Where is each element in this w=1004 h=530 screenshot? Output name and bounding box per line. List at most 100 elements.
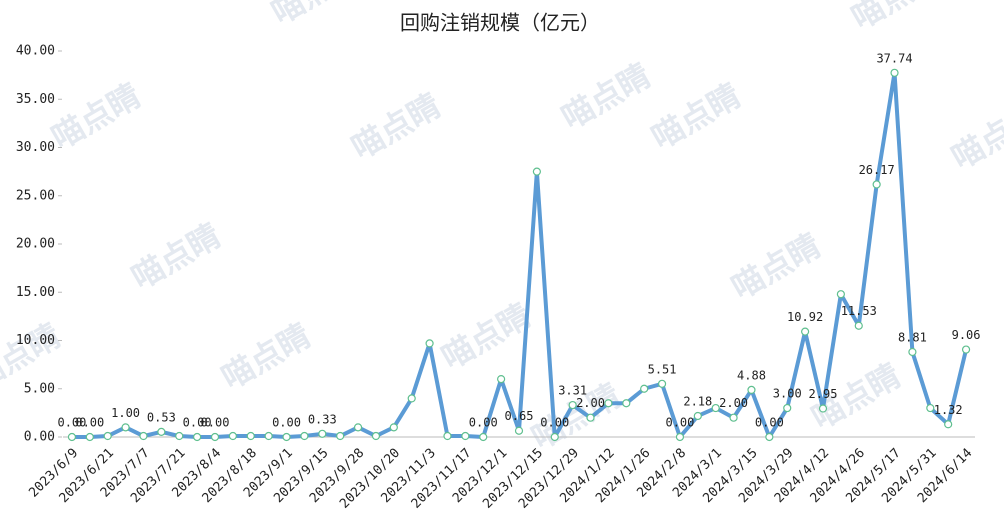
value-label: 0.00 <box>540 416 569 430</box>
watermark: 喵点睛 <box>215 316 317 397</box>
marker <box>282 432 291 442</box>
marker <box>944 420 953 429</box>
value-label: 8.81 <box>898 330 927 344</box>
value-label: 0.00 <box>665 416 694 430</box>
marker <box>890 68 899 77</box>
value-label: 0.00 <box>75 416 104 430</box>
value-label: 3.00 <box>773 387 802 401</box>
marker <box>175 431 184 441</box>
marker <box>747 385 756 395</box>
value-label: 37.74 <box>876 51 912 65</box>
y-tick-label: 35.00 <box>16 92 55 107</box>
marker <box>836 290 845 299</box>
y-tick-label: 0.00 <box>24 430 55 445</box>
value-label: 4.88 <box>737 368 766 382</box>
value-label: 1.32 <box>934 403 963 417</box>
y-tick-label: 10.00 <box>16 333 55 348</box>
value-label: 2.00 <box>576 396 605 410</box>
marker <box>443 431 452 441</box>
marker <box>783 403 792 413</box>
marker <box>461 431 470 441</box>
marker <box>425 339 434 348</box>
marker <box>246 431 255 441</box>
marker <box>318 429 327 438</box>
marker <box>675 432 685 442</box>
value-label: 9.06 <box>952 328 981 342</box>
value-label: 2.18 <box>683 394 712 408</box>
marker <box>121 423 130 432</box>
marker <box>801 327 810 336</box>
value-label: 2.95 <box>809 387 838 401</box>
y-tick-label: 40.00 <box>16 44 55 59</box>
y-tick-label: 30.00 <box>16 140 55 155</box>
value-label: 0.00 <box>469 416 498 430</box>
value-label: 11.53 <box>841 304 877 318</box>
marker <box>568 400 577 410</box>
marker <box>210 432 220 442</box>
value-label: 2.00 <box>719 396 748 410</box>
marker <box>926 403 935 413</box>
watermark: 喵点睛 <box>265 0 367 32</box>
marker <box>157 427 166 436</box>
marker <box>85 432 94 442</box>
marker <box>139 431 148 441</box>
marker <box>604 399 613 408</box>
marker <box>711 403 720 413</box>
y-tick-label: 25.00 <box>16 188 55 203</box>
marker <box>389 423 398 432</box>
marker <box>67 432 77 442</box>
marker <box>228 431 237 441</box>
marker <box>765 432 774 442</box>
watermark: 喵点睛 <box>125 216 227 297</box>
marker <box>371 431 381 441</box>
value-label: 10.92 <box>787 310 823 324</box>
marker <box>479 432 488 442</box>
marker <box>497 375 506 384</box>
marker <box>103 431 112 441</box>
value-label: 0.65 <box>505 409 534 423</box>
marker <box>729 413 738 422</box>
watermark: 喵点睛 <box>45 76 147 157</box>
watermark: 喵点睛 <box>725 226 827 307</box>
marker <box>622 399 631 408</box>
value-label: 0.00 <box>201 416 230 430</box>
watermarks: 喵点睛喵点睛喵点睛喵点睛喵点睛喵点睛喵点睛喵点睛喵点睛喵点睛喵点睛喵点睛喵点睛喵… <box>0 0 1004 457</box>
marker <box>586 413 595 422</box>
marker <box>532 167 541 176</box>
y-tick-label: 15.00 <box>16 285 55 300</box>
marker <box>640 384 649 393</box>
marker <box>514 426 524 435</box>
marker <box>908 347 917 357</box>
watermark: 喵点睛 <box>345 86 447 167</box>
marker <box>693 411 702 421</box>
value-label: 0.00 <box>272 416 301 430</box>
value-label: 0.00 <box>183 416 212 430</box>
marker <box>818 404 828 413</box>
marker <box>550 432 559 442</box>
marker <box>872 180 881 189</box>
marker <box>961 345 971 354</box>
marker <box>854 321 863 330</box>
watermark: 喵点睛 <box>555 56 657 137</box>
value-label: 0.00 <box>755 416 784 430</box>
value-label: 0.53 <box>147 410 176 424</box>
marker <box>657 379 667 388</box>
marker <box>300 431 309 441</box>
value-label: 26.17 <box>859 163 895 177</box>
value-label: 0.00 <box>57 416 86 430</box>
y-tick-label: 20.00 <box>16 237 55 252</box>
watermark: 喵点睛 <box>845 0 947 37</box>
watermark: 喵点睛 <box>645 76 747 157</box>
watermark: 喵点睛 <box>945 96 1004 177</box>
marker <box>264 431 273 441</box>
marker <box>193 432 202 442</box>
chart-title: 回购注销规模（亿元） <box>400 11 600 35</box>
marker <box>407 394 416 403</box>
value-label: 3.31 <box>558 384 587 398</box>
value-label: 1.00 <box>111 406 140 420</box>
marker <box>336 431 345 441</box>
value-label: 0.33 <box>308 412 337 426</box>
value-label: 5.51 <box>648 362 677 376</box>
